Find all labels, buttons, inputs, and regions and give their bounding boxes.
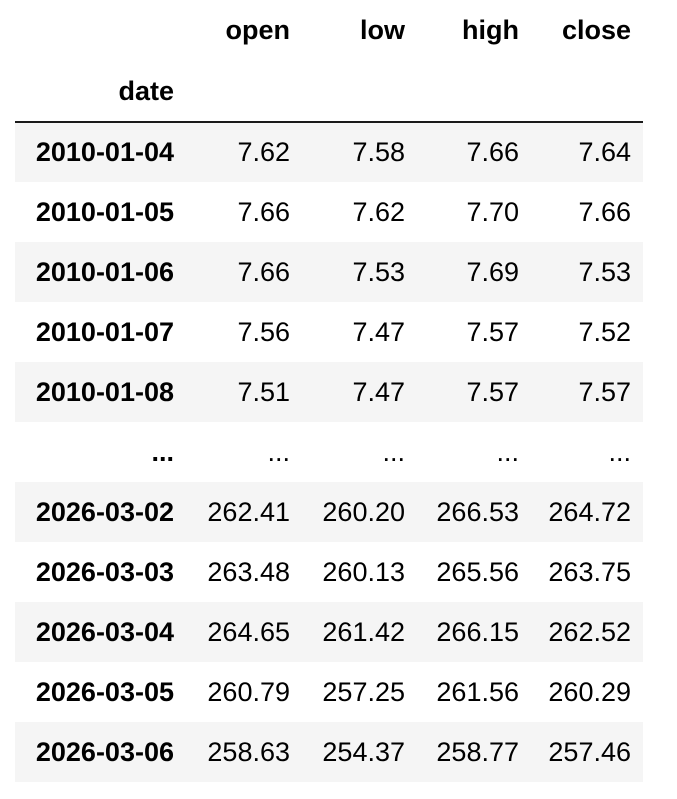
value-cell: 7.57: [466, 376, 519, 407]
value-cell: 260.29: [548, 676, 631, 707]
value-cell: ...: [382, 436, 405, 467]
value-cell: 257.25: [322, 676, 405, 707]
table-row: 2026-03-03 263.48 260.13 265.56 263.75: [15, 542, 643, 602]
value-cell: ...: [496, 436, 519, 467]
table-row: 2010-01-07 7.56 7.47 7.57 7.52: [15, 302, 643, 362]
date-index-cell: ...: [151, 436, 174, 467]
col-header-high: high: [462, 15, 519, 45]
date-index-cell: 2010-01-07: [35, 316, 174, 347]
value-cell: 7.62: [237, 137, 290, 167]
value-cell: 7.57: [578, 376, 631, 407]
date-index-cell: 2026-03-02: [35, 496, 174, 527]
value-cell: 262.52: [548, 616, 631, 647]
value-cell: 258.77: [436, 736, 519, 767]
value-cell: 264.72: [548, 496, 631, 527]
value-cell: 260.20: [322, 496, 405, 527]
date-index-cell: 2010-01-04: [35, 137, 174, 167]
blank-header-cell: [302, 61, 417, 123]
table-row: 2026-03-04 264.65 261.42 266.15 262.52: [15, 602, 643, 662]
value-cell: 7.51: [237, 376, 290, 407]
ohlc-dataframe-table: open low high close date 2010-01-04 7.62…: [15, 0, 643, 782]
index-name-cell: date: [15, 61, 186, 123]
column-header-row: open low high close: [15, 0, 643, 61]
date-index-cell: 2026-03-03: [35, 556, 174, 587]
value-cell: 261.56: [436, 676, 519, 707]
value-cell: ...: [608, 436, 631, 467]
value-cell: 7.47: [352, 376, 405, 407]
table-header: open low high close date: [15, 0, 643, 123]
value-cell: 266.15: [436, 616, 519, 647]
table-row: 2010-01-04 7.62 7.58 7.66 7.64: [15, 122, 643, 182]
table-row: 2026-03-05 260.79 257.25 261.56 260.29: [15, 662, 643, 722]
value-cell: ...: [267, 436, 290, 467]
date-index-cell: 2010-01-05: [35, 196, 174, 227]
table-row: 2010-01-06 7.66 7.53 7.69 7.53: [15, 242, 643, 302]
table-row: 2010-01-05 7.66 7.62 7.70 7.66: [15, 182, 643, 242]
date-index-cell: 2026-03-05: [35, 676, 174, 707]
value-cell: 7.66: [237, 196, 290, 227]
value-cell: 258.63: [207, 736, 290, 767]
value-cell: 254.37: [322, 736, 405, 767]
date-index-cell: 2010-01-06: [35, 256, 174, 287]
table-row: 2010-01-08 7.51 7.47 7.57 7.57: [15, 362, 643, 422]
value-cell: 260.13: [322, 556, 405, 587]
value-cell: 7.66: [466, 137, 519, 167]
col-header-close: close: [561, 15, 631, 45]
table-row: 2026-03-02 262.41 260.20 266.53 264.72: [15, 482, 643, 542]
table-row: 2026-03-06 258.63 254.37 258.77 257.46: [15, 722, 643, 782]
date-index-cell: 2010-01-08: [35, 376, 174, 407]
value-cell: 257.46: [548, 736, 631, 767]
value-cell: 7.69: [466, 256, 519, 287]
value-cell: 7.52: [578, 316, 631, 347]
value-cell: 264.65: [207, 616, 290, 647]
value-cell: 262.41: [207, 496, 290, 527]
value-cell: 263.75: [548, 556, 631, 587]
date-index-cell: 2026-03-04: [35, 616, 174, 647]
value-cell: 7.64: [578, 137, 631, 167]
blank-header-cell: [531, 61, 643, 123]
value-cell: 7.66: [578, 196, 631, 227]
index-name-row: date: [15, 61, 643, 123]
date-index-cell: 2026-03-06: [35, 736, 174, 767]
table-row: ... ... ... ... ...: [15, 422, 643, 482]
blank-header-cell: [186, 61, 302, 123]
value-cell: 7.70: [466, 196, 519, 227]
value-cell: 263.48: [207, 556, 290, 587]
value-cell: 260.79: [207, 676, 290, 707]
value-cell: 7.66: [237, 256, 290, 287]
col-header-open: open: [225, 15, 291, 45]
value-cell: 265.56: [436, 556, 519, 587]
value-cell: 7.58: [352, 137, 405, 167]
value-cell: 7.62: [352, 196, 405, 227]
value-cell: 7.47: [352, 316, 405, 347]
col-header-low: low: [360, 15, 405, 45]
table-body: 2010-01-04 7.62 7.58 7.66 7.64 2010-01-0…: [15, 122, 643, 782]
value-cell: 7.56: [237, 316, 290, 347]
value-cell: 261.42: [322, 616, 405, 647]
index-corner-cell: [15, 0, 186, 61]
value-cell: 7.53: [578, 256, 631, 287]
value-cell: 7.57: [466, 316, 519, 347]
blank-header-cell: [417, 61, 531, 123]
value-cell: 7.53: [352, 256, 405, 287]
value-cell: 266.53: [436, 496, 519, 527]
